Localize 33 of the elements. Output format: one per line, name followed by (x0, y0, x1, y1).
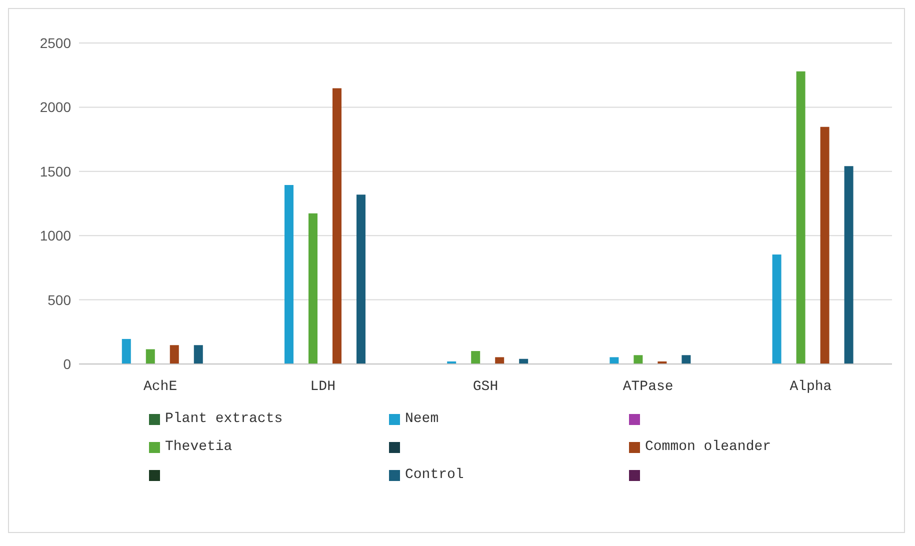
legend-label: Plant extracts (165, 411, 283, 427)
y-tick-label: 1500 (40, 163, 72, 180)
legend-label: Common oleander (645, 439, 772, 455)
x-tick-label: Alpha (790, 378, 832, 395)
x-tick-label: AchE (143, 378, 178, 395)
x-tick-label: GSH (472, 378, 498, 395)
bar (796, 71, 806, 364)
bar (146, 349, 155, 364)
bar (194, 345, 203, 364)
y-tick-label: 2500 (40, 34, 72, 51)
bar (308, 213, 318, 364)
bar (284, 185, 294, 364)
x-tick-label: LDH (310, 378, 336, 395)
bar (170, 345, 179, 364)
legend-label: Thevetia (165, 439, 232, 455)
y-tick-label: 2000 (40, 99, 72, 116)
bar (772, 254, 782, 364)
y-tick-label: 500 (48, 292, 72, 308)
bar (844, 166, 854, 364)
bar (356, 194, 366, 364)
legend-label: Neem (405, 411, 439, 427)
legend-label: Control (405, 467, 464, 483)
bar (495, 357, 504, 364)
y-tick-label: 0 (63, 356, 72, 372)
bar (634, 355, 643, 364)
bar (610, 357, 619, 364)
y-tick-label: 1000 (40, 228, 72, 244)
bar (682, 355, 691, 364)
x-tick-label: ATPase (622, 378, 674, 395)
bar (471, 351, 480, 364)
bar (332, 88, 342, 364)
bar (122, 338, 131, 364)
bar (820, 126, 830, 364)
